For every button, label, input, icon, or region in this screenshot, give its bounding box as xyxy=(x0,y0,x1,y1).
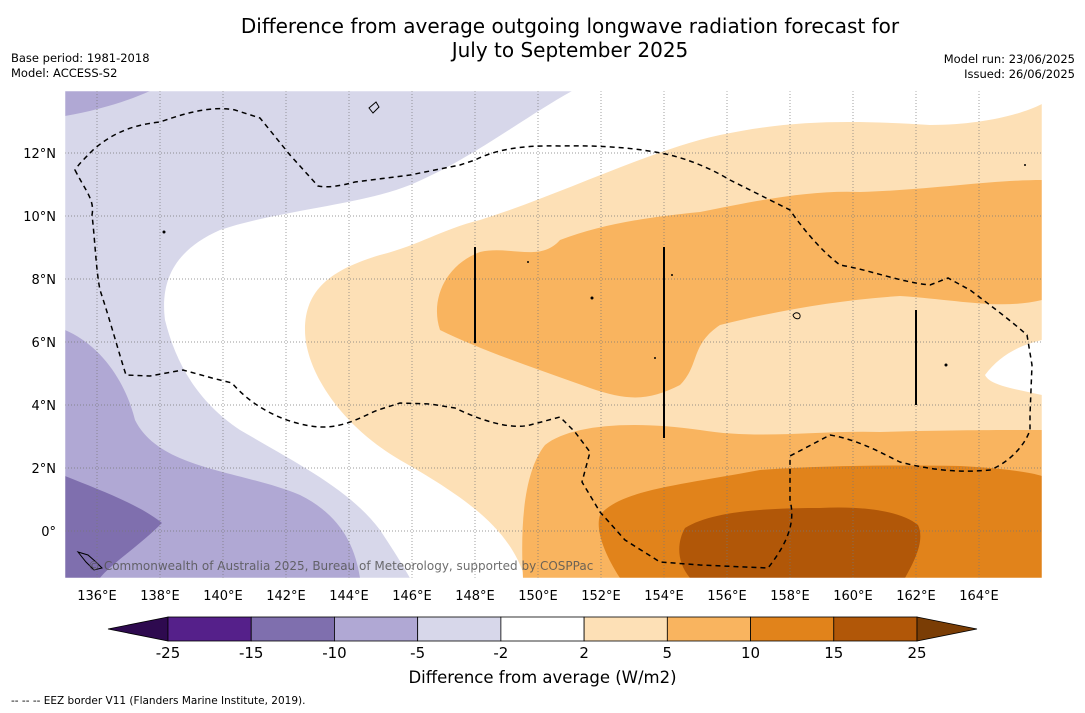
lat-tick-label: 6°N xyxy=(32,336,57,351)
colorbar-tick-label: -2 xyxy=(493,644,508,662)
copyright-text: © Commonwealth of Australia 2025, Bureau… xyxy=(88,559,593,573)
colorbar-bin xyxy=(500,616,585,642)
island-dot xyxy=(1024,164,1026,166)
colorbar-tick-label: 2 xyxy=(579,644,589,662)
colorbar: -25 -15 -10 -5 -2 2 5 10 15 25 xyxy=(107,616,978,662)
colorbar-tick-label: 15 xyxy=(824,644,843,662)
lon-tick-label: 148°E xyxy=(455,589,495,604)
band-minus15 xyxy=(65,476,162,578)
island-outline xyxy=(792,312,801,320)
lon-tick-label: 142°E xyxy=(266,589,306,604)
colorbar-tick-label: -25 xyxy=(156,644,181,662)
colorbar-tick-label: 10 xyxy=(741,644,760,662)
lat-axis: 12°N 10°N 8°N 6°N 4°N 2°N 0° xyxy=(23,147,56,540)
colorbar-extend-min xyxy=(107,616,169,642)
model-label: Model: ACCESS-S2 xyxy=(11,65,118,80)
map-title-line1: Difference from average outgoing longwav… xyxy=(240,14,900,38)
map-area: © Commonwealth of Australia 2025, Bureau… xyxy=(65,91,1042,578)
colorbar-bin xyxy=(417,616,502,642)
lon-tick-label: 136°E xyxy=(77,589,117,604)
lat-tick-label: 2°N xyxy=(32,462,57,477)
issued-label: Issued: 26/06/2025 xyxy=(964,66,1075,81)
lon-tick-label: 156°E xyxy=(707,589,747,604)
lon-tick-label: 160°E xyxy=(833,589,873,604)
lat-tick-label: 10°N xyxy=(23,210,56,225)
map-frame xyxy=(64,90,1043,579)
island-dot xyxy=(527,261,529,263)
lon-tick-label: 144°E xyxy=(329,589,369,604)
eez-footnote: -- -- -- EEZ border V11 (Flanders Marine… xyxy=(11,695,306,707)
map-title: Difference from average outgoing longwav… xyxy=(0,14,1085,62)
band-minus5-topleft xyxy=(65,91,150,116)
band-plus15 xyxy=(679,507,921,578)
meta-left: Base period: 1981-2018 Model: ACCESS-S2 xyxy=(11,51,150,80)
colorbar-bin xyxy=(833,616,918,642)
island-dot xyxy=(590,296,594,300)
colorbar-bin xyxy=(167,616,252,642)
colorbar-bin xyxy=(666,616,751,642)
lon-tick-label: 140°E xyxy=(203,589,243,604)
colorbar-tick-label: -5 xyxy=(410,644,425,662)
lon-tick-label: 154°E xyxy=(644,589,684,604)
meta-right: Model run: 23/06/2025 Issued: 26/06/2025 xyxy=(944,52,1075,81)
colorbar-tick-label: -15 xyxy=(239,644,264,662)
band-minus2-east xyxy=(985,340,1042,395)
colorbar-bin xyxy=(583,616,668,642)
lon-axis: 136°E 138°E 140°E 142°E 144°E 146°E 148°… xyxy=(77,589,999,604)
island-dot xyxy=(162,230,166,234)
eez-border xyxy=(74,107,1033,569)
colorbar-title: Difference from average (W/m2) xyxy=(408,668,677,687)
lon-tick-label: 150°E xyxy=(518,589,558,604)
lat-tick-label: 4°N xyxy=(32,399,57,414)
base-period-label: Base period: 1981-2018 xyxy=(11,51,150,65)
island-dot xyxy=(654,357,656,359)
colorbar-bin xyxy=(334,616,419,642)
colorbar-bin xyxy=(250,616,335,642)
lat-tick-label: 8°N xyxy=(32,273,57,288)
lon-tick-label: 138°E xyxy=(140,589,180,604)
island-dot xyxy=(671,274,673,276)
lon-tick-label: 152°E xyxy=(581,589,621,604)
map-title-line2: July to September 2025 xyxy=(451,38,689,62)
colorbar-extend-max xyxy=(916,616,978,642)
lat-tick-label: 12°N xyxy=(23,147,56,162)
band-minus5 xyxy=(65,91,572,578)
lon-tick-label: 162°E xyxy=(896,589,936,604)
colorbar-tick-label: -10 xyxy=(322,644,347,662)
lon-tick-label: 146°E xyxy=(392,589,432,604)
colorbar-bin xyxy=(750,616,835,642)
island-dot xyxy=(944,363,948,367)
lon-tick-label: 158°E xyxy=(770,589,810,604)
lat-tick-label: 0° xyxy=(41,525,56,540)
model-run-label: Model run: 23/06/2025 xyxy=(943,52,1075,66)
lon-tick-label: 164°E xyxy=(959,589,999,604)
colorbar-tick-label: 25 xyxy=(907,644,926,662)
island-outline xyxy=(76,551,103,571)
island-outline xyxy=(368,101,380,114)
colorbar-tick-label: 5 xyxy=(663,644,673,662)
band-plus5-north xyxy=(436,180,1042,398)
